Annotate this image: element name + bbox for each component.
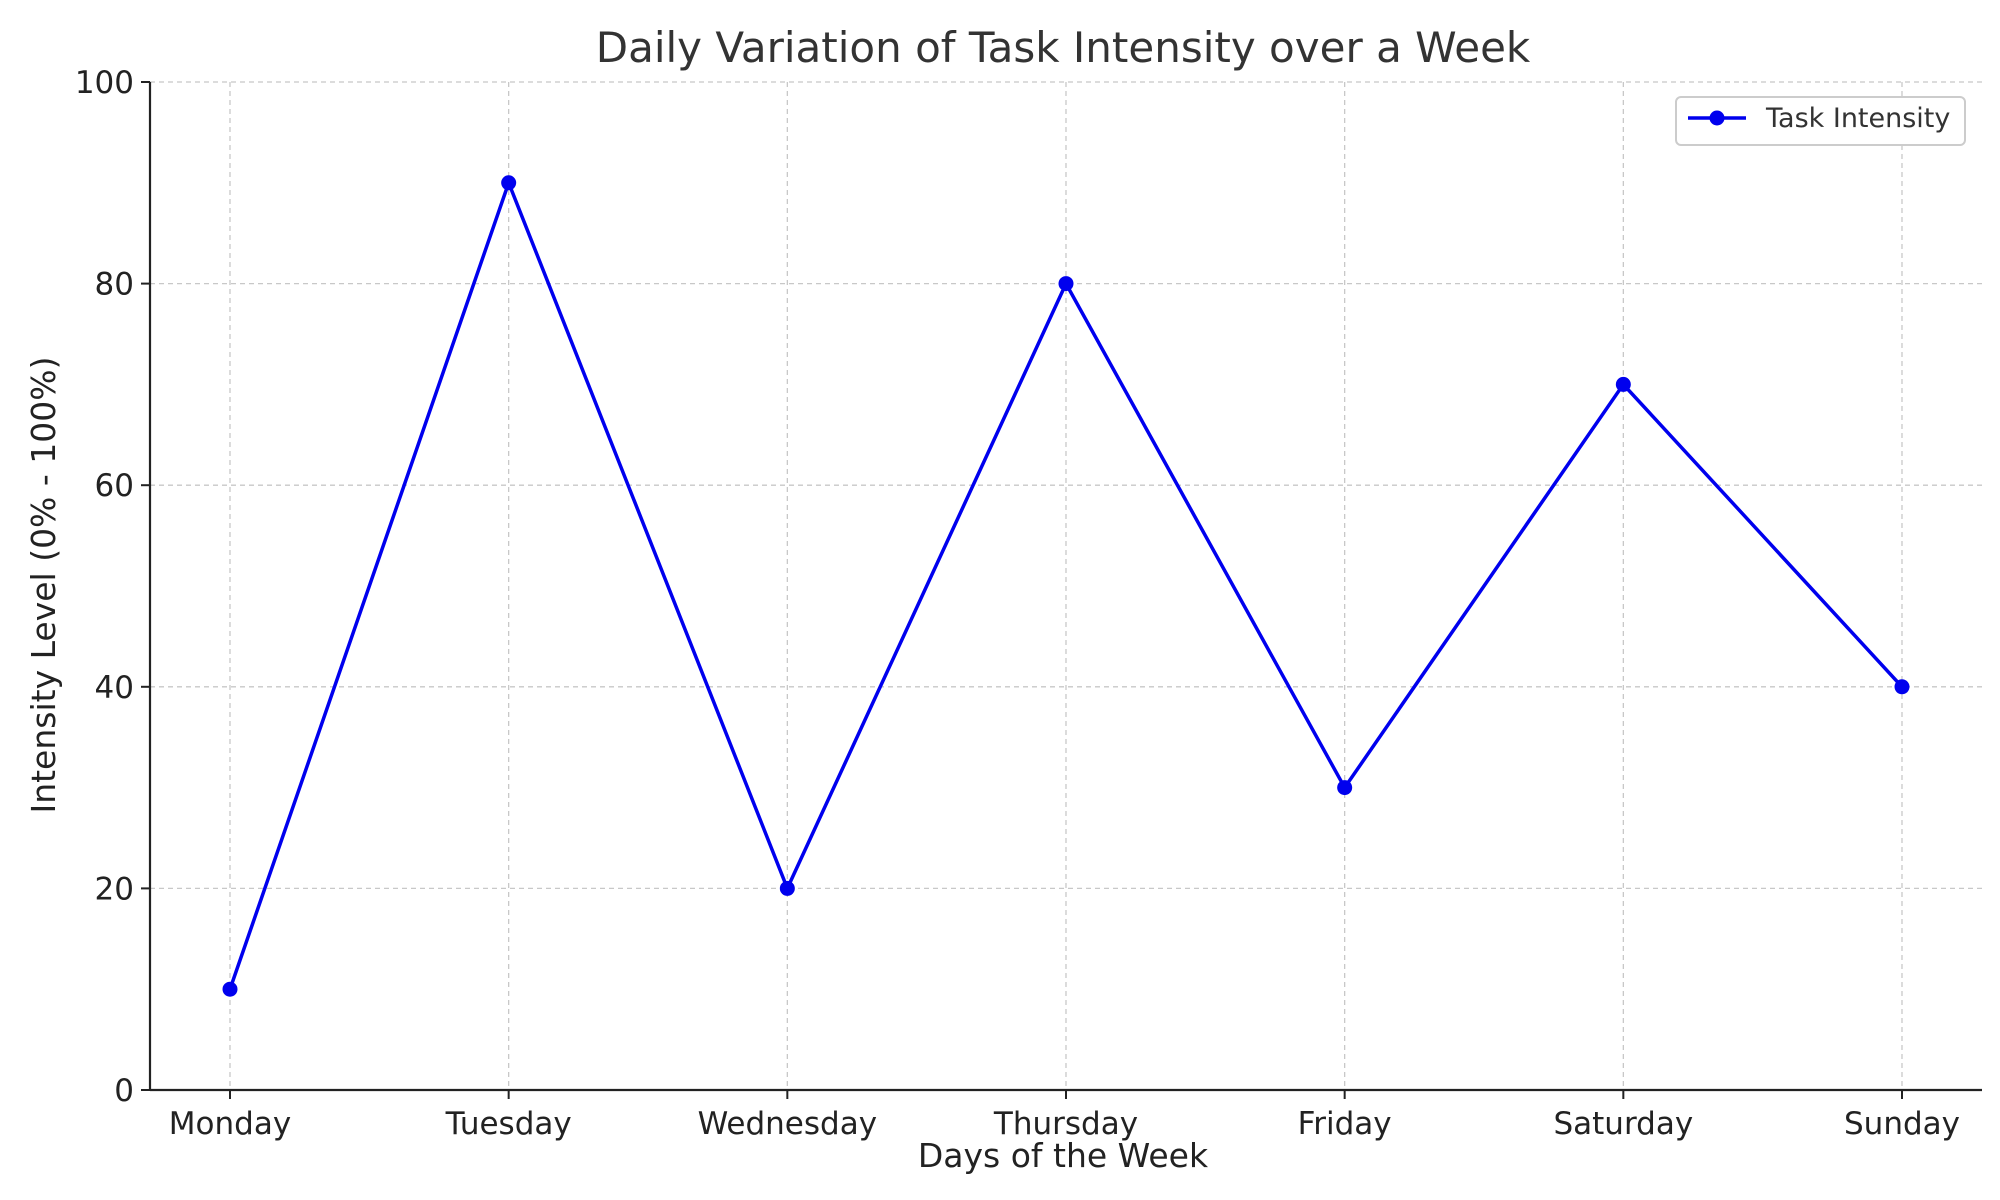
y-tick-label: 40 [95,670,134,706]
x-axis-label: Days of the Week [918,1136,1209,1175]
axes-layer: 0 20 40 60 80 100 Monday Tuesday Wednesday Thursd… [75,65,1982,1142]
y-axis-label: Intensity Level (0% - 100%) [24,356,63,813]
legend-marker-swatch [1709,110,1725,126]
data-point-sunday [1894,679,1910,695]
x-tick-label-thursday: Thursday [993,1106,1138,1142]
y-tick-label: 80 [95,267,134,303]
x-tick-label-friday: Friday [1298,1106,1392,1142]
y-tick-label: 60 [95,468,134,504]
chart-title: Daily Variation of Task Intensity over a… [596,23,1531,72]
data-point-saturday [1615,376,1631,392]
data-point-wednesday [779,880,795,896]
data-point-tuesday [501,175,517,191]
x-tick-label-tuesday: Tuesday [445,1106,572,1142]
grid-layer [150,81,1982,1091]
y-tick-label: 100 [75,65,134,101]
legend-label-task-intensity: Task Intensity [1765,103,1950,134]
y-tick-label: 20 [95,871,134,907]
x-tick-label-monday: Monday [169,1106,291,1142]
data-point-friday [1337,780,1353,796]
data-point-thursday [1058,276,1074,292]
y-tick-label: 0 [114,1073,134,1109]
x-tick-label-saturday: Saturday [1553,1106,1693,1142]
data-point-monday [222,981,238,997]
legend-frame [1675,96,1966,146]
x-tick-label-sunday: Sunday [1844,1106,1960,1142]
series-layer [222,175,1910,997]
x-tick-label-wednesday: Wednesday [698,1106,877,1142]
legend: Task Intensity [1675,96,1966,146]
